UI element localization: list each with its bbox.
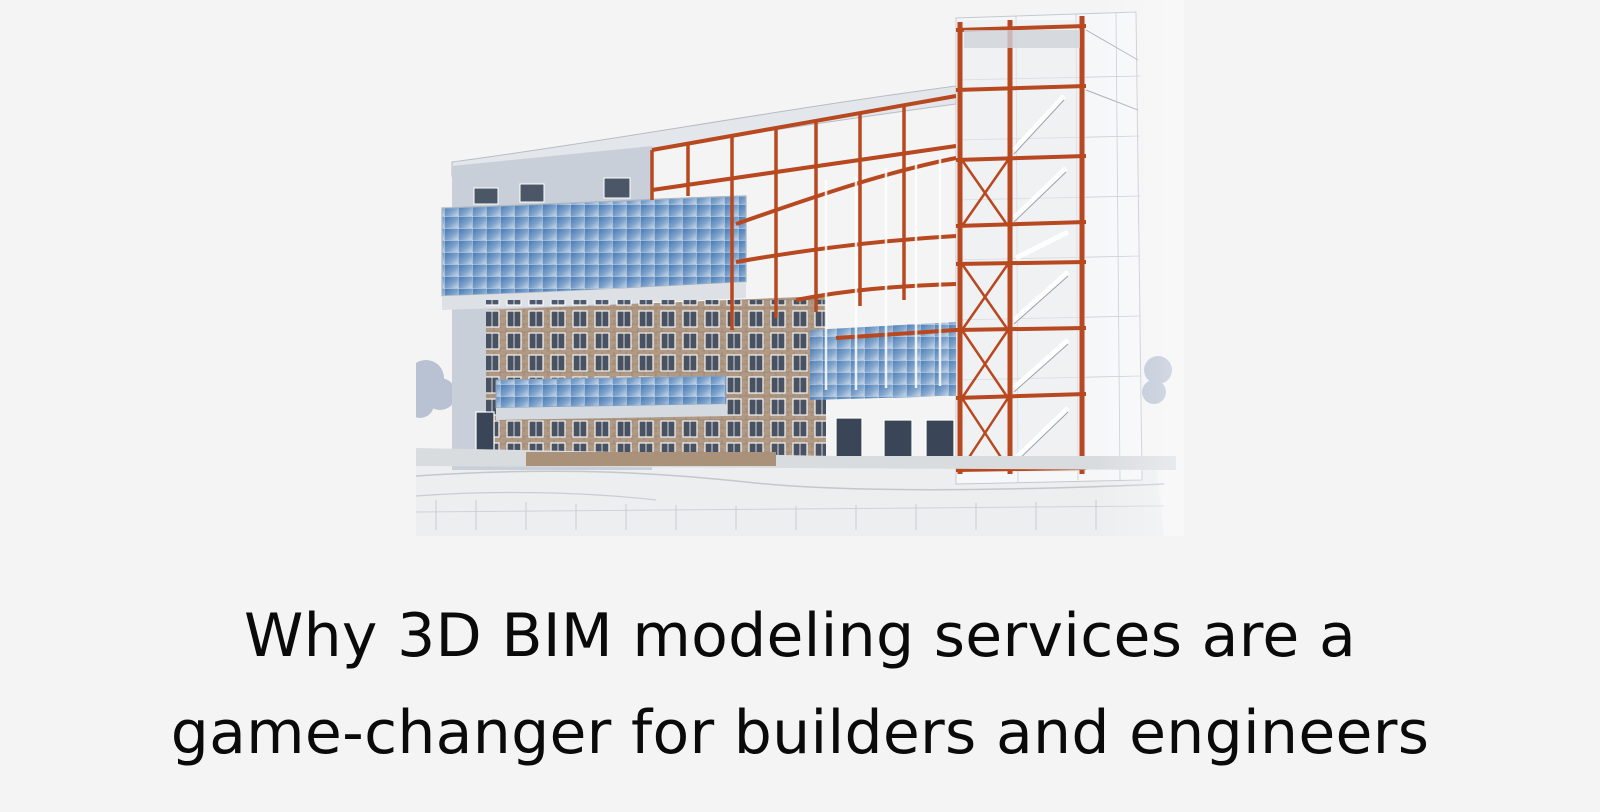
page-title: Why 3D BIM modeling services are a game-… (60, 588, 1540, 782)
page-title-line-2: game-changer for builders and engineers (170, 698, 1430, 768)
hero-image (416, 0, 1184, 536)
page-title-line-1: Why 3D BIM modeling services are a (243, 601, 1357, 671)
bim-building-illustration (416, 0, 1184, 536)
stair-tower (955, 16, 1139, 474)
